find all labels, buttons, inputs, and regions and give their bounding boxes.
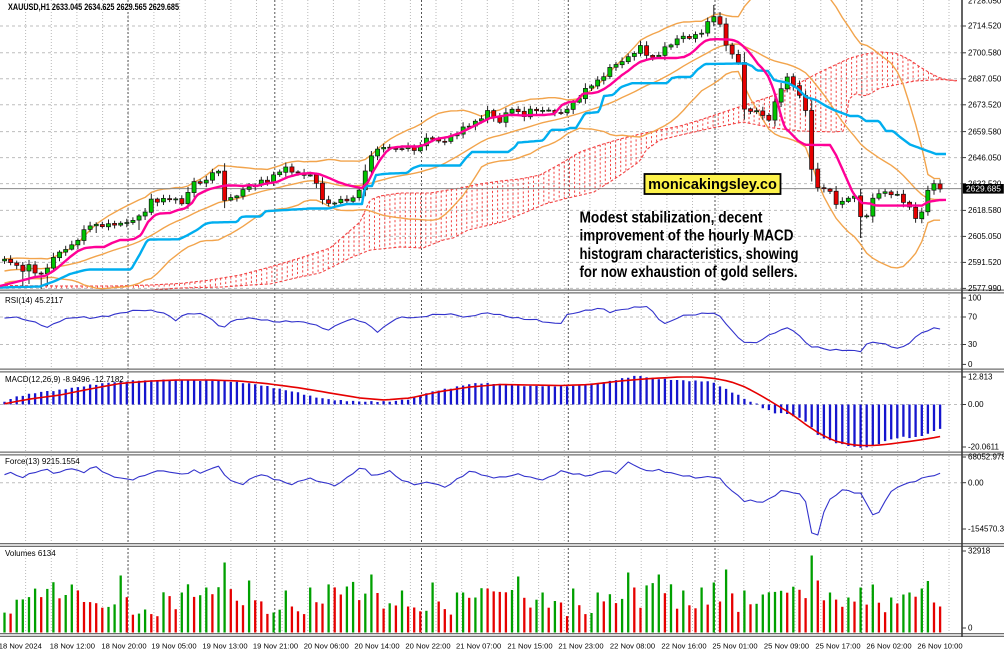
svg-text:MACD(12,26,9) -8.9496 -12.7182: MACD(12,26,9) -8.9496 -12.7182	[5, 375, 124, 384]
svg-text:25 Nov 17:00: 25 Nov 17:00	[815, 642, 860, 651]
svg-text:12.813: 12.813	[968, 373, 993, 382]
svg-text:2659.580: 2659.580	[968, 127, 1002, 136]
svg-text:20 Nov 06:00: 20 Nov 06:00	[304, 642, 349, 651]
svg-text:-20.0611: -20.0611	[968, 443, 1000, 452]
svg-text:Force(13) 9215.1554: Force(13) 9215.1554	[5, 457, 80, 466]
svg-text:32918: 32918	[968, 547, 991, 556]
svg-text:2646.050: 2646.050	[968, 153, 1002, 162]
svg-text:2605.050: 2605.050	[968, 232, 1002, 241]
svg-text:21 Nov 23:00: 21 Nov 23:00	[558, 642, 603, 651]
svg-text:100: 100	[968, 294, 982, 303]
svg-text:21 Nov 07:00: 21 Nov 07:00	[456, 642, 501, 651]
svg-text:22 Nov 16:00: 22 Nov 16:00	[661, 642, 706, 651]
svg-text:19 Nov 05:00: 19 Nov 05:00	[151, 642, 196, 651]
svg-text:25 Nov 09:00: 25 Nov 09:00	[764, 642, 809, 651]
svg-text:20 Nov 14:00: 20 Nov 14:00	[354, 642, 399, 651]
svg-text:2577.990: 2577.990	[968, 284, 1002, 293]
svg-text:18 Nov 20:00: 18 Nov 20:00	[101, 642, 146, 651]
svg-text:20 Nov 22:00: 20 Nov 22:00	[405, 642, 450, 651]
svg-text:0: 0	[968, 624, 973, 633]
svg-text:25 Nov 01:00: 25 Nov 01:00	[712, 642, 757, 651]
svg-text:2687.050: 2687.050	[968, 75, 1002, 84]
svg-text:68052.9782: 68052.9782	[968, 453, 1004, 462]
svg-text:26 Nov 10:00: 26 Nov 10:00	[917, 642, 962, 651]
svg-text:18 Nov 12:00: 18 Nov 12:00	[50, 642, 95, 651]
svg-text:-154570.3906: -154570.3906	[968, 525, 1004, 534]
svg-text:Volumes 6134: Volumes 6134	[5, 549, 56, 558]
svg-text:19 Nov 21:00: 19 Nov 21:00	[253, 642, 298, 651]
svg-text:2714.520: 2714.520	[968, 22, 1002, 31]
svg-text:2728.050: 2728.050	[968, 0, 1002, 6]
svg-text:RSI(14) 45.2117: RSI(14) 45.2117	[5, 296, 64, 305]
svg-text:improvement of the hourly MACD: improvement of the hourly MACD	[580, 228, 794, 245]
svg-text:0.00: 0.00	[968, 400, 984, 409]
svg-text:XAUUSD,H1 2633.045 2634.625 2: XAUUSD,H1 2633.045 2634.625 2629.565 262…	[8, 2, 179, 12]
svg-text:2629.685: 2629.685	[966, 184, 1001, 194]
svg-text:30: 30	[968, 340, 977, 349]
svg-text:Modest stabilization, decent: Modest stabilization, decent	[580, 210, 763, 227]
svg-text:18 Nov 2024: 18 Nov 2024	[0, 642, 42, 651]
svg-text:2591.520: 2591.520	[968, 258, 1002, 267]
svg-text:22 Nov 08:00: 22 Nov 08:00	[610, 642, 655, 651]
svg-text:2700.580: 2700.580	[968, 49, 1002, 58]
svg-text:0.00: 0.00	[968, 478, 984, 487]
svg-text:2632.520: 2632.520	[968, 179, 1002, 188]
svg-text:26 Nov 02:00: 26 Nov 02:00	[866, 642, 911, 651]
svg-text:21 Nov 15:00: 21 Nov 15:00	[507, 642, 552, 651]
svg-text:2673.520: 2673.520	[968, 101, 1002, 110]
svg-text:for now exhaustion of gold sel: for now exhaustion of gold sellers.	[580, 264, 798, 281]
svg-text:monicakingsley.co: monicakingsley.co	[648, 177, 777, 193]
svg-text:70: 70	[968, 313, 977, 322]
svg-text:histogram characteristics, sho: histogram characteristics, showing	[580, 246, 799, 263]
svg-text:2618.580: 2618.580	[968, 206, 1002, 215]
svg-text:0: 0	[968, 360, 973, 369]
svg-text:19 Nov 13:00: 19 Nov 13:00	[202, 642, 247, 651]
